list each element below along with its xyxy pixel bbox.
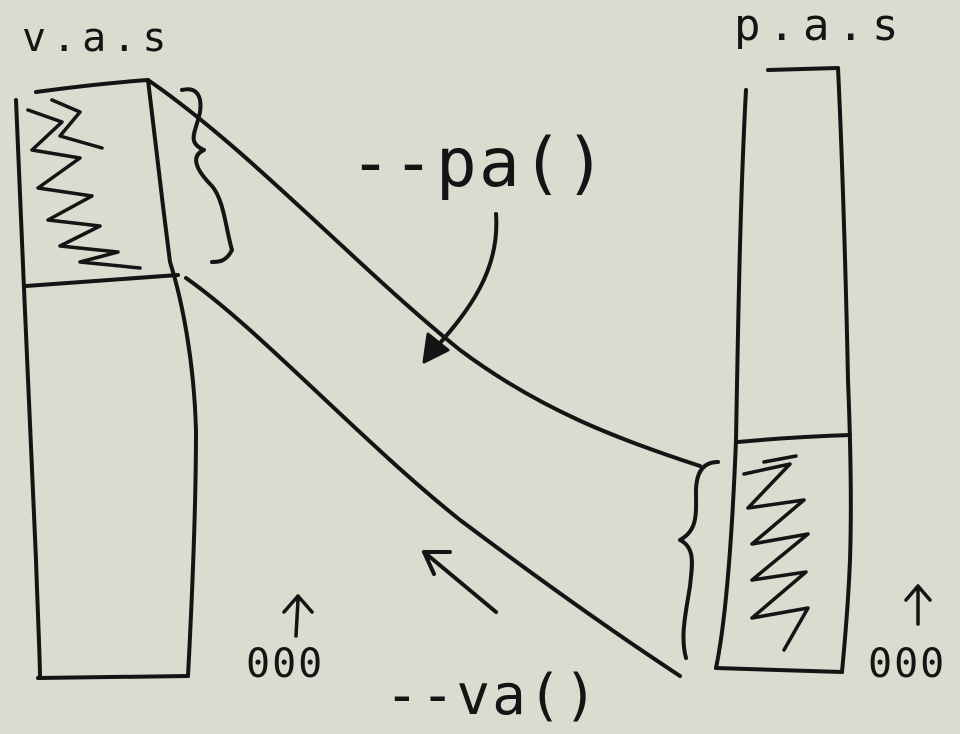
physical-region-brace xyxy=(678,460,720,660)
to-physical-function-label: --pa() xyxy=(350,124,608,203)
va-arrow xyxy=(422,550,498,614)
virtual-region-brace xyxy=(180,87,234,264)
physical-address-space-column xyxy=(714,66,853,674)
pa-arrow xyxy=(422,212,499,364)
physical-address-space-label: p.a.s xyxy=(734,0,907,51)
physical-zero-address-label: 000 xyxy=(868,641,947,687)
address-zero-arrow-left xyxy=(282,594,314,638)
virtual-address-space-label: v.a.s xyxy=(22,15,173,61)
virtual-zero-address-label: 000 xyxy=(246,641,325,687)
virtual-mapped-region-hatch xyxy=(26,98,142,270)
virtual-address-space-column xyxy=(14,78,198,680)
physical-mapped-region-hatch xyxy=(742,454,810,652)
address-zero-arrow-right xyxy=(904,584,932,626)
to-virtual-function-label: --va() xyxy=(385,663,600,728)
